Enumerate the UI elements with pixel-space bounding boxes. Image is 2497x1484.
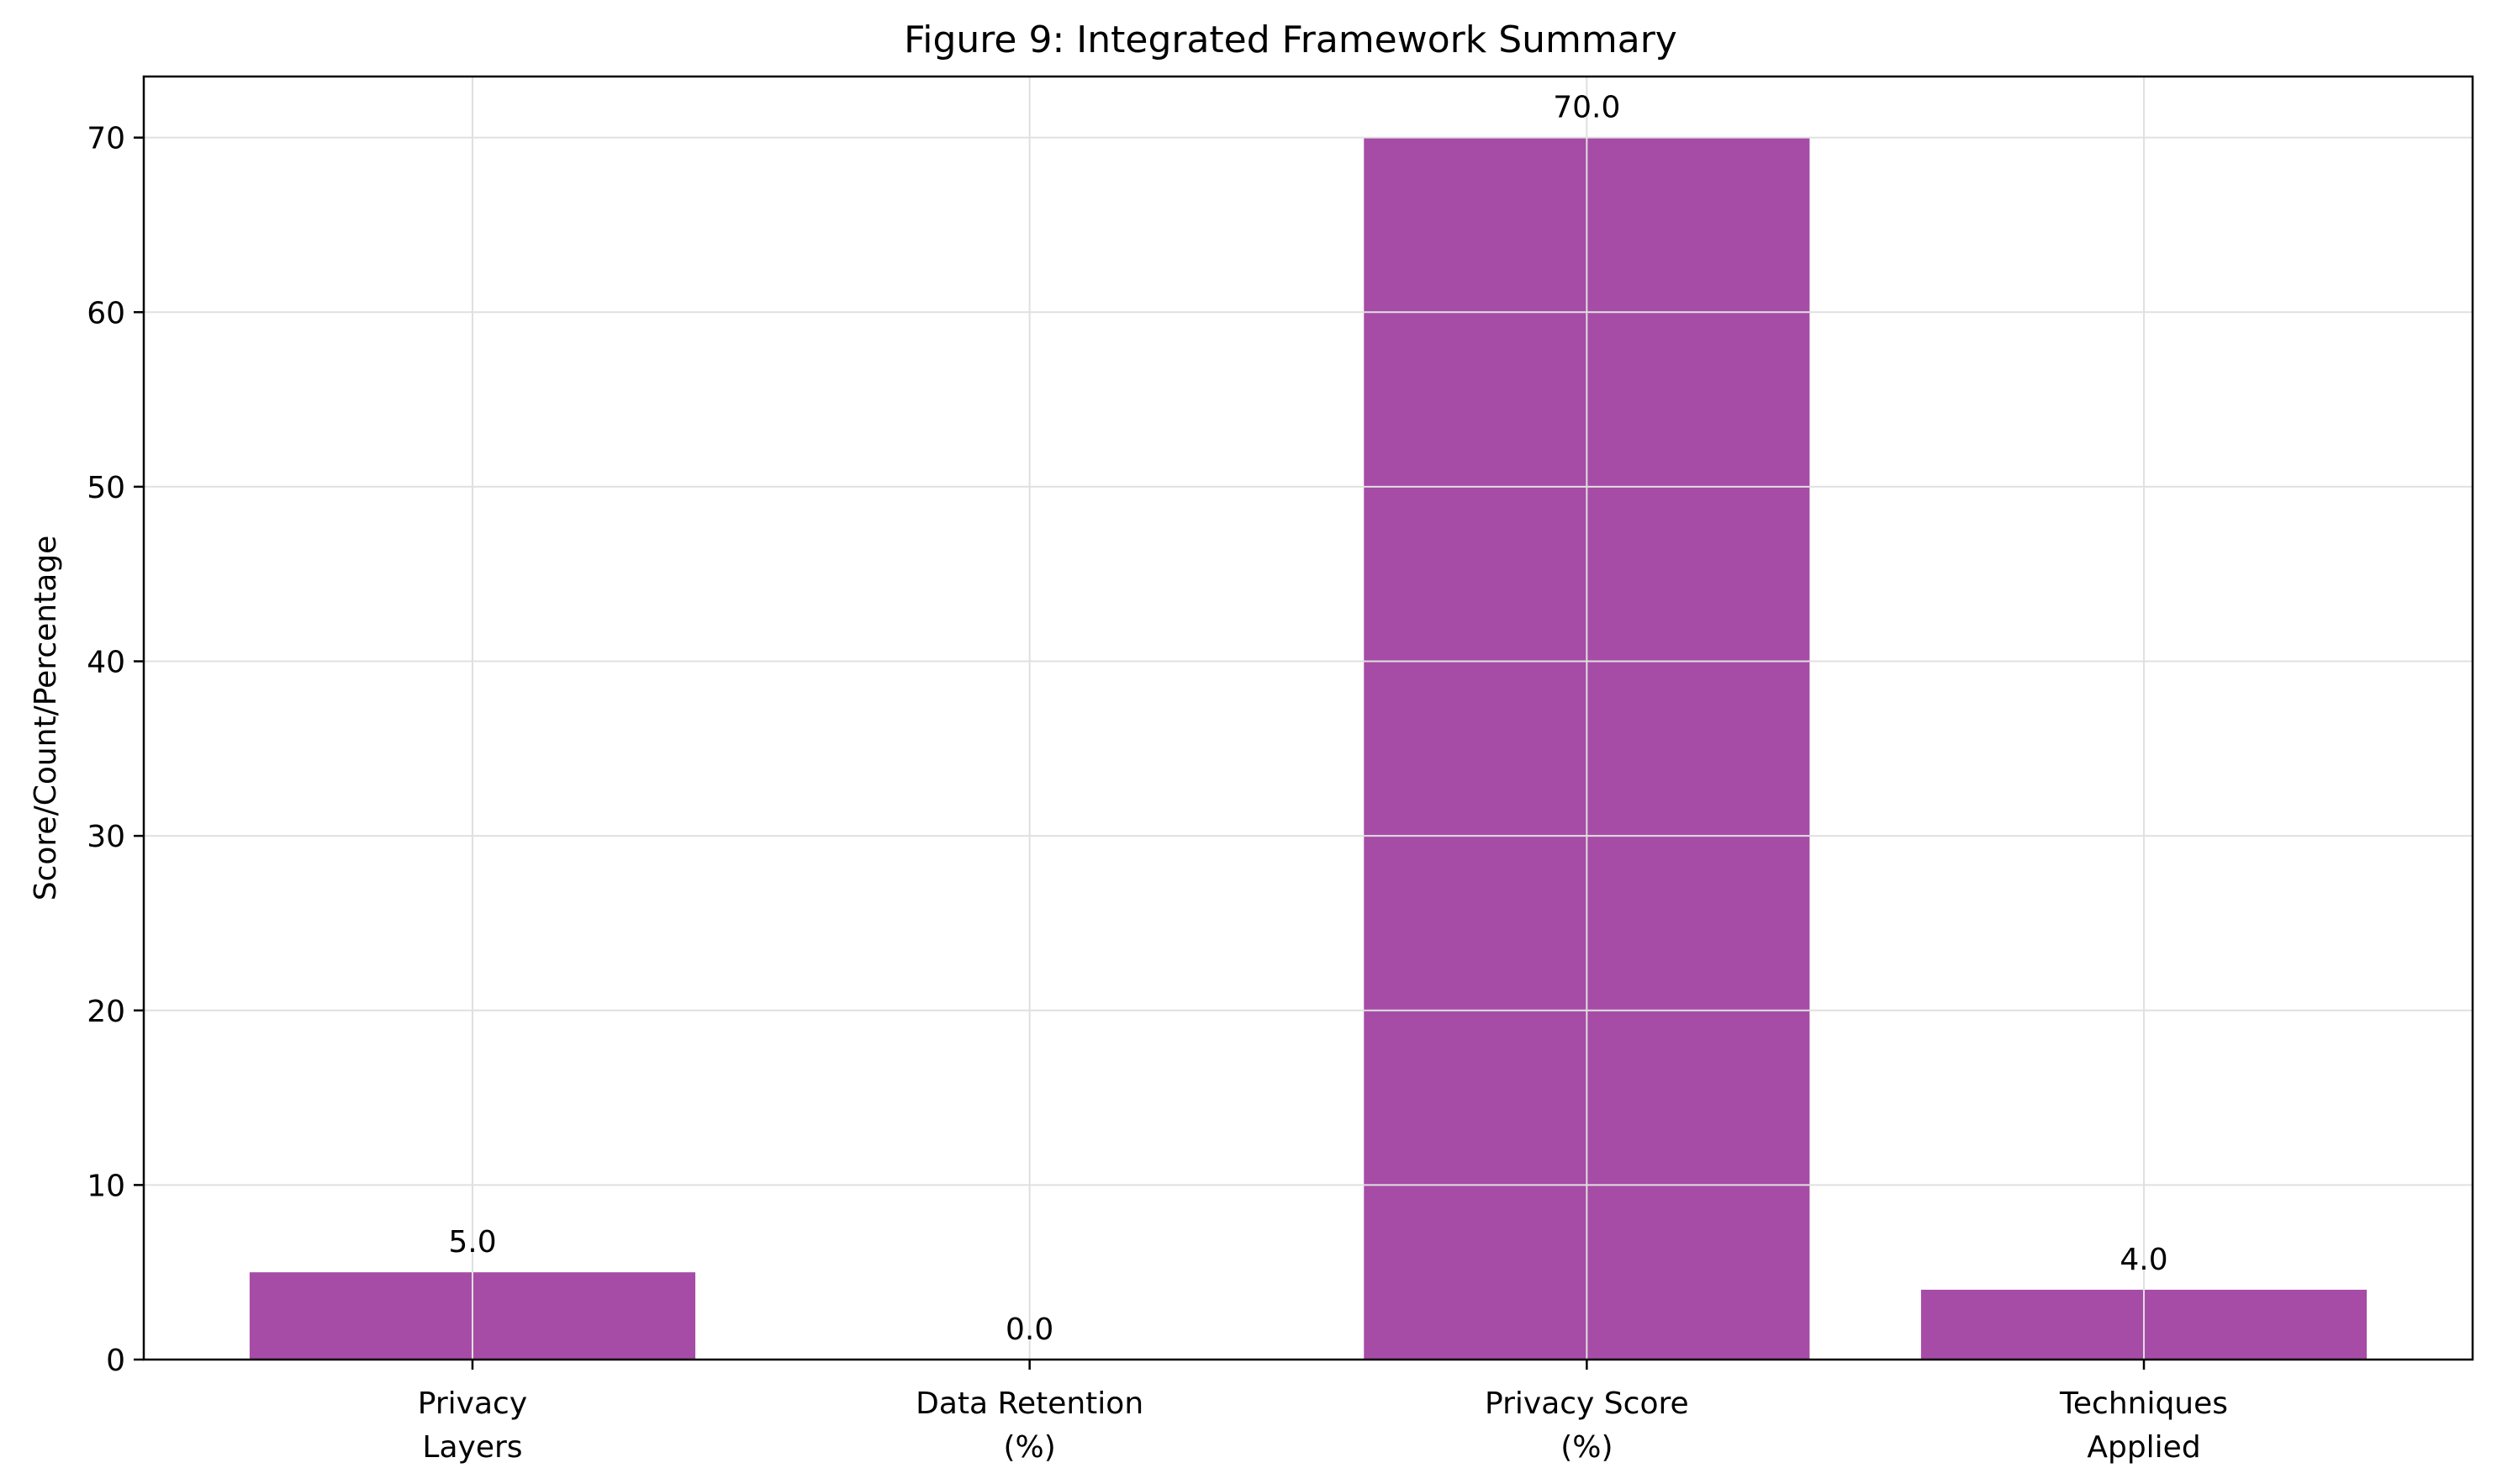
data-labels: 5.0 0.0 70.0 4.0 xyxy=(448,91,2167,1347)
x-tick-label: Applied xyxy=(2087,1430,2200,1465)
x-tick-label: Techniques xyxy=(2059,1386,2228,1421)
bar-value-label: 5.0 xyxy=(448,1225,496,1260)
y-tick-label: 20 xyxy=(87,995,125,1029)
chart-title: Figure 9: Integrated Framework Summary xyxy=(904,18,1677,61)
x-tick-label: (%) xyxy=(1560,1430,1613,1465)
y-tick-label: 40 xyxy=(87,646,125,680)
y-axis-ticks: 0 10 20 30 40 50 60 70 xyxy=(87,122,144,1378)
y-tick-label: 60 xyxy=(87,296,125,330)
x-tick-label: Data Retention xyxy=(916,1386,1143,1421)
bar-value-label: 4.0 xyxy=(2120,1243,2167,1277)
plot-frame xyxy=(142,75,2474,1361)
x-axis-ticks: Privacy Layers Data Retention (%) Privacy Sc… xyxy=(418,1360,2228,1465)
grid-lines xyxy=(144,77,2473,1360)
y-tick-label: 0 xyxy=(106,1344,125,1378)
y-tick-label: 10 xyxy=(87,1169,125,1203)
x-tick-label: Layers xyxy=(422,1430,522,1465)
bar-value-label: 70.0 xyxy=(1553,91,1620,125)
y-tick-label: 30 xyxy=(87,820,125,854)
x-tick-label: Privacy Score xyxy=(1485,1386,1689,1421)
bar-value-label: 0.0 xyxy=(1006,1312,1053,1347)
x-tick-label: (%) xyxy=(1004,1430,1056,1465)
bars xyxy=(249,137,2368,1360)
y-tick-label: 70 xyxy=(87,122,125,156)
y-tick-label: 50 xyxy=(87,471,125,505)
y-axis-label: Score/Count/Percentage xyxy=(29,536,63,901)
x-tick-label: Privacy xyxy=(418,1386,527,1421)
